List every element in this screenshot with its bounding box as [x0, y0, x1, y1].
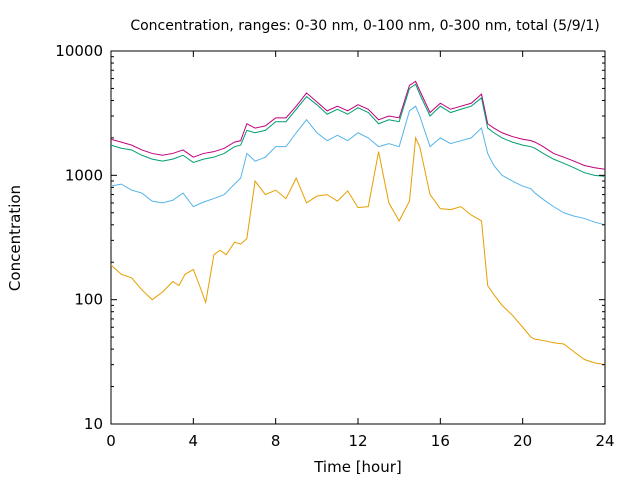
plot-frame: [110, 50, 606, 425]
series-line-4: [110, 136, 606, 366]
chart-title: Concentration, ranges: 0-30 nm, 0-100 nm…: [130, 18, 599, 34]
y-tick-label: 1000: [65, 166, 103, 184]
y-axis-label: Concentration: [6, 185, 24, 291]
series-layer: [110, 80, 606, 366]
x-tick-label: 16: [431, 432, 450, 450]
x-tick-label: 4: [189, 432, 199, 450]
y-tick-label: 10000: [55, 42, 103, 60]
series-line-1: [110, 80, 606, 170]
x-tick-label: 24: [595, 432, 614, 450]
y-axis: 10 100 1000 10000: [55, 42, 605, 433]
x-tick-label: 12: [348, 432, 367, 450]
y-tick-label: 100: [74, 291, 103, 309]
series-line-3: [110, 105, 606, 226]
series-line-2: [110, 83, 606, 177]
x-axis-label: Time [hour]: [313, 458, 402, 476]
x-tick-label: 8: [271, 432, 281, 450]
y-tick-label: 10: [84, 415, 103, 433]
x-axis: 0 4 8 12 16 20 24: [106, 51, 615, 450]
x-tick-label: 0: [106, 432, 116, 450]
x-tick-label: 20: [513, 432, 532, 450]
